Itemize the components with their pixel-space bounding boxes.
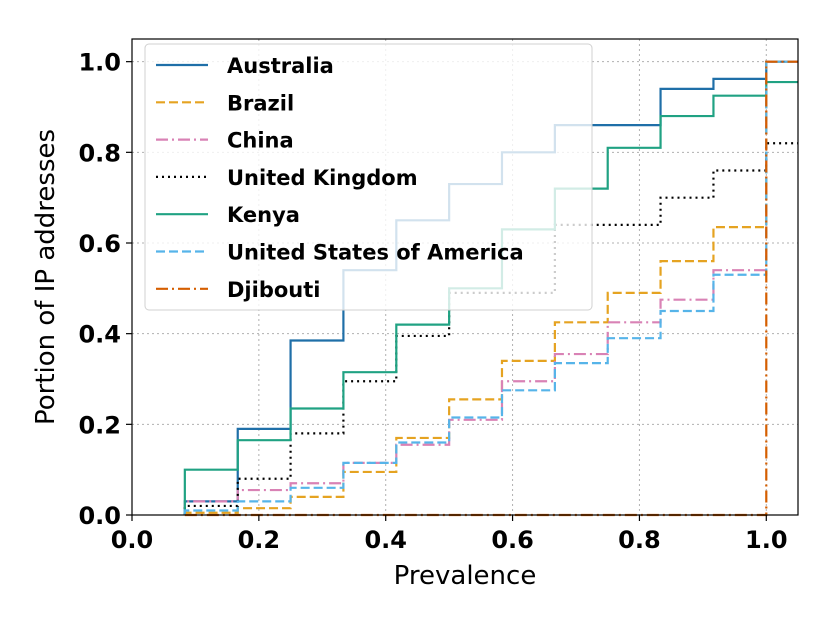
x-axis-label: Prevalence [394,561,537,591]
x-tick-label: 0.2 [238,526,281,554]
x-tick-label: 1.0 [745,526,788,554]
legend-label-united-kingdom: United Kingdom [227,166,418,190]
y-tick-label: 0.6 [78,230,121,258]
y-axis-label: Portion of IP addresses [31,129,61,425]
y-tick-label: 0.0 [78,502,121,530]
legend-label-australia: Australia [227,54,334,78]
y-tick-label: 0.8 [78,139,121,167]
series-line-united-states-of-america [183,60,798,515]
y-tick-label: 0.2 [78,411,121,439]
legend-box [144,43,593,311]
legend-label-brazil: Brazil [227,91,294,115]
legend-label-china: China [227,129,294,153]
x-tick-label: 0.4 [364,526,407,554]
legend-label-united-states-of-america: United States of America [227,241,524,265]
legend: Australia Brazil China United Kingdom Kenya U… [144,43,593,311]
x-tick-label: 0.8 [618,526,661,554]
plot-frame [131,38,799,516]
axes: 0.0 0.2 0.4 0.6 0.8 1.0 0.0 0.2 0.4 0.6 0.8 1.0 Prev… [31,38,799,591]
x-tick-label: 0.0 [111,526,154,554]
y-tick-label: 1.0 [78,49,121,77]
y-tick-label: 0.4 [78,321,121,349]
legend-label-djibouti: Djibouti [227,278,320,302]
legend-label-kenya: Kenya [227,203,300,227]
x-tick-label: 0.6 [491,526,534,554]
